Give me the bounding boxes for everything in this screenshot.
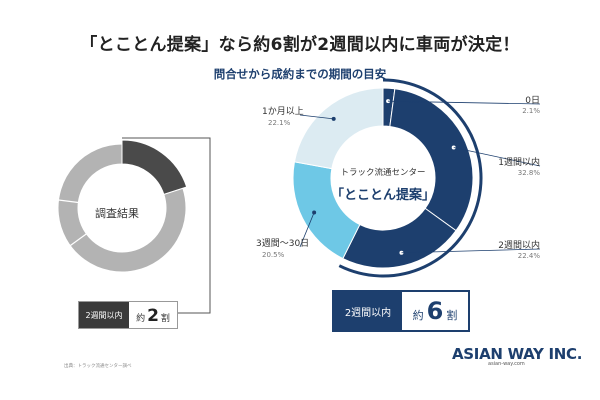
left-center-label: 調査結果 — [95, 207, 139, 220]
logo-wordmark: ASIAN WAY INC. — [452, 345, 583, 363]
pct-0day: 2.1% — [522, 107, 540, 115]
center-company: トラック流通センター — [340, 168, 426, 178]
right-donut — [292, 78, 541, 278]
left-donut-segment-rest — [57, 143, 187, 273]
company-logo: ASIAN WAY INC. asian-way.com — [452, 345, 582, 367]
pct-1month-plus: 22.1% — [268, 119, 291, 127]
left-donut-divider — [58, 199, 79, 204]
left-callout-connector — [122, 137, 211, 314]
right-callout-prefix: 約 — [412, 309, 424, 322]
leader-2week — [401, 248, 541, 254]
leader-1week — [453, 147, 541, 167]
leader-3weeks — [299, 212, 315, 248]
left-callout-prefix: 約 — [136, 314, 146, 324]
right-callout-number: 6 — [426, 297, 444, 325]
center-service: 「とことん提案」 — [330, 188, 435, 203]
right-chart-title: 問合せから成約までの期間の目安 — [213, 67, 387, 81]
label-1week: 1週間以内 — [498, 158, 540, 168]
pct-3weeks: 20.5% — [262, 251, 285, 259]
pct-2week: 22.4% — [517, 252, 540, 260]
right-callout: 2週間以内 約 6 割 — [332, 290, 470, 332]
left-donut-divider — [69, 233, 87, 247]
left-callout-number: 2 — [147, 306, 159, 326]
leader-0day — [388, 100, 541, 105]
connectors — [122, 137, 211, 314]
right-callout-tag: 2週間以内 — [334, 292, 402, 330]
leader-1month — [299, 114, 334, 120]
left-callout-value: 約 2 割 — [129, 302, 177, 328]
headline: 「とことん提案」なら約6割が2週間以内に車両が決定！ — [80, 35, 520, 55]
left-callout-suffix: 割 — [160, 314, 170, 324]
right-callout-value: 約 6 割 — [402, 292, 468, 330]
right-callout-suffix: 割 — [446, 309, 458, 322]
right-center-label: トラック流通センター 「とことん提案」 — [300, 166, 466, 203]
right-donut-segment-1month — [293, 87, 384, 170]
label-0day: 0日 — [525, 96, 540, 106]
label-2week: 2週間以内 — [498, 241, 540, 251]
pct-1week: 32.8% — [517, 169, 540, 177]
left-callout-tag: 2週間以内 — [79, 302, 129, 328]
label-1month-plus: 1か月以上 — [262, 107, 304, 117]
source-note: 出典：トラック流通センター調べ — [64, 364, 132, 369]
label-3weeks: 3週間〜30日 — [256, 239, 310, 249]
right-donut-bracket — [338, 78, 483, 278]
left-donut-segment-2weeks — [121, 139, 188, 196]
left-donut — [57, 139, 188, 273]
right-donut-segment-1week — [389, 88, 474, 232]
logo-url: asian-way.com — [488, 361, 525, 367]
left-callout: 2週間以内 約 2 割 — [78, 301, 178, 329]
